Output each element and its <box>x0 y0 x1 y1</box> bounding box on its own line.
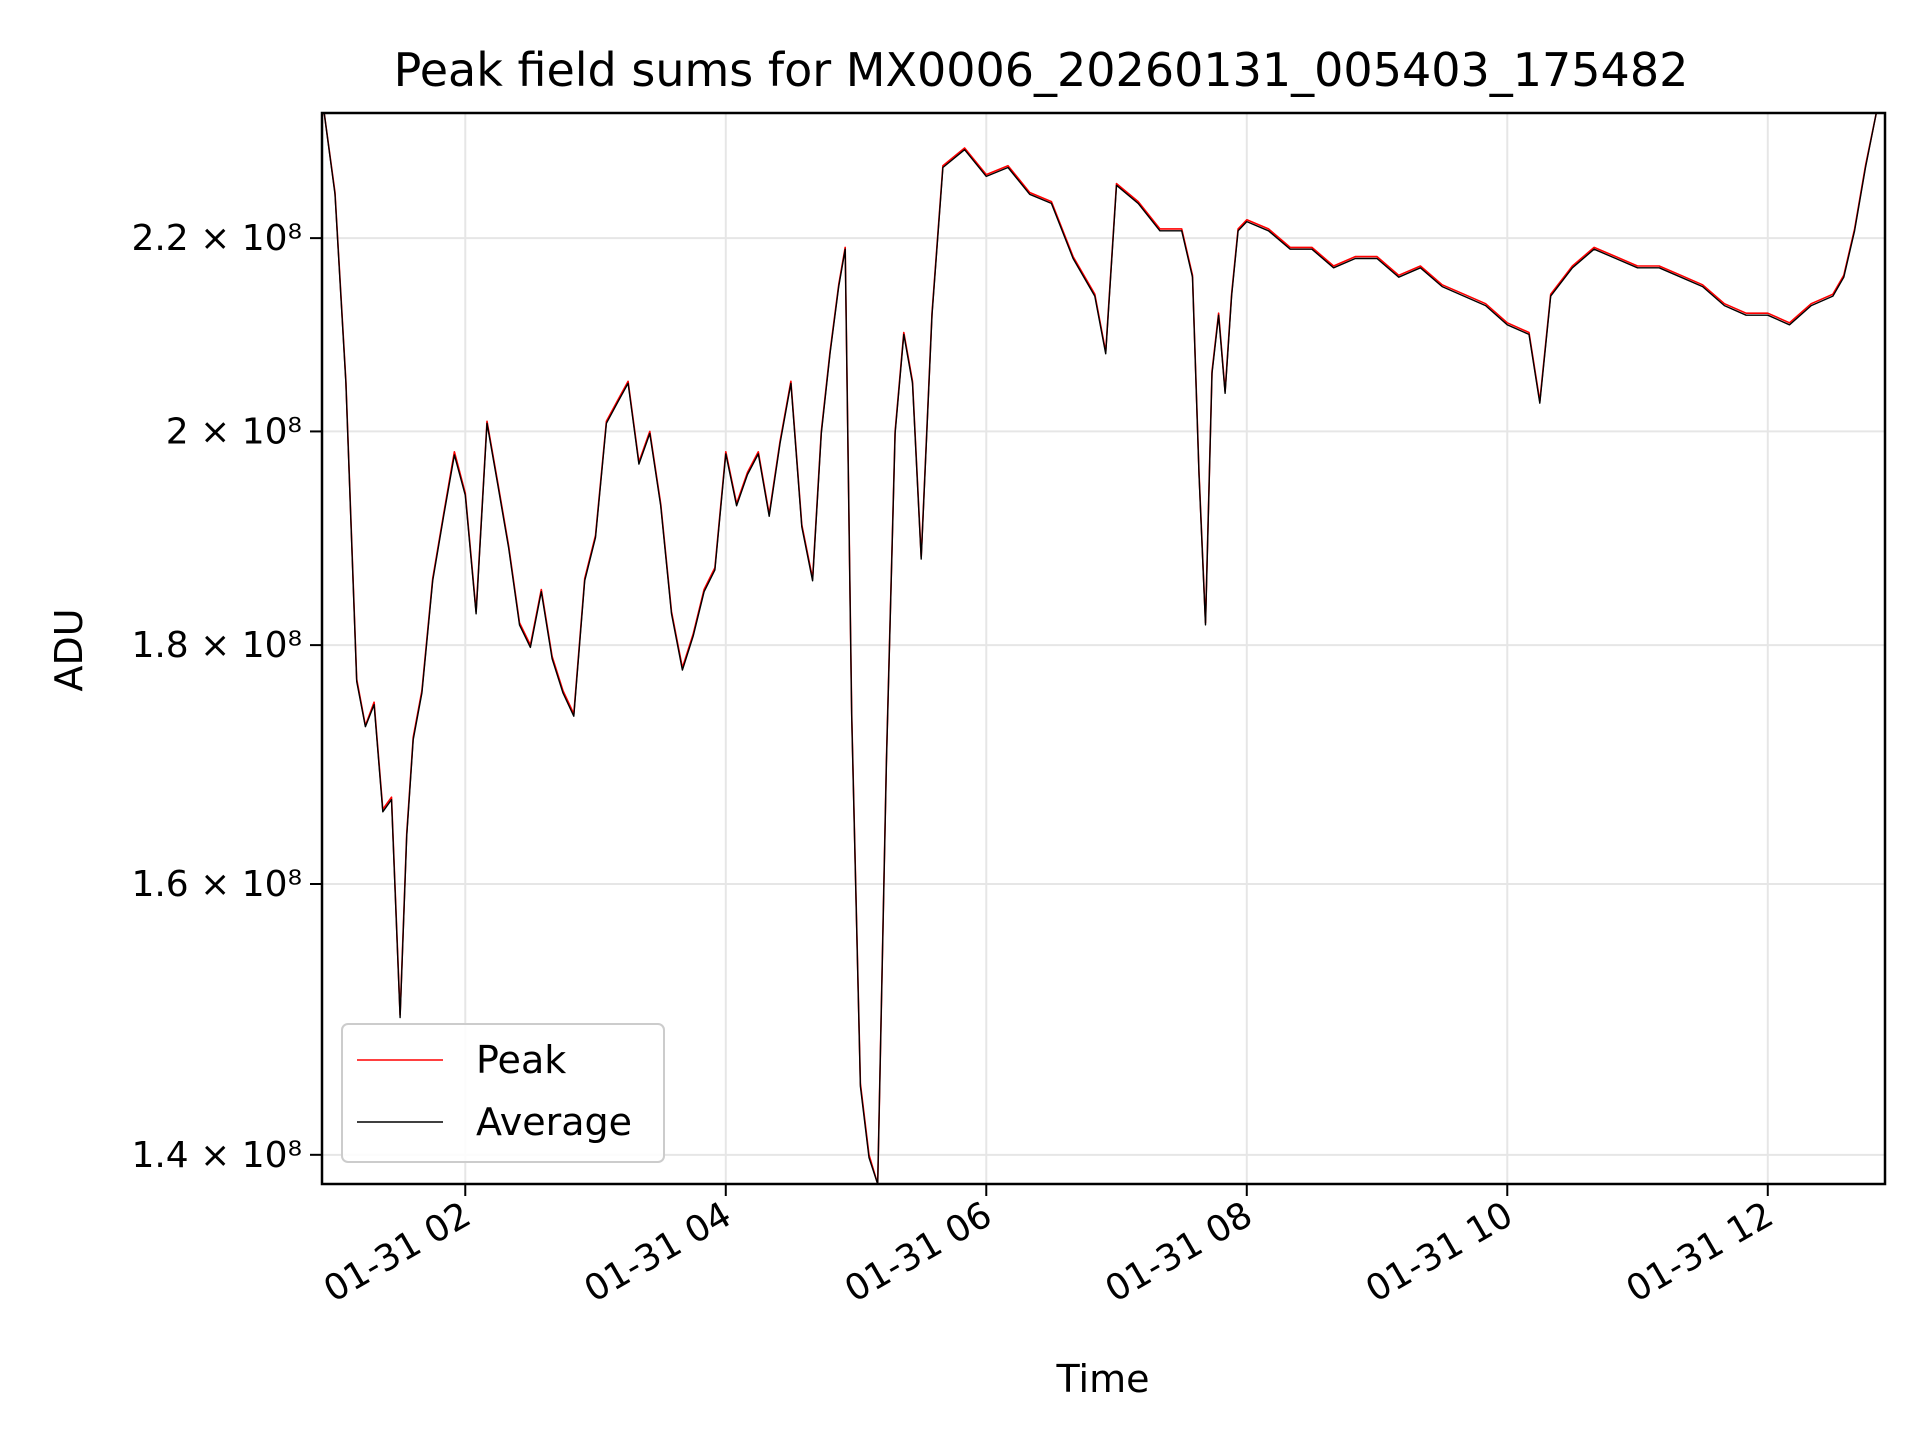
series-line-average <box>323 112 1885 1185</box>
legend-box <box>341 1023 665 1163</box>
legend-label-average: Average <box>476 1100 632 1144</box>
y-tick-label: 1.4 × 10⁸ <box>131 1135 302 1176</box>
chart-title: Peak field sums for MX0006_20260131_0054… <box>394 43 1689 97</box>
grid-layer <box>322 113 1885 1184</box>
y-tick-label: 2.2 × 10⁸ <box>131 218 302 259</box>
y-axis-label: ADU <box>47 608 91 691</box>
x-axis-label: Time <box>1056 1357 1150 1401</box>
y-tick-label: 1.8 × 10⁸ <box>131 625 302 666</box>
legend-label-peak: Peak <box>476 1038 566 1082</box>
y-tick-label: 2 × 10⁸ <box>166 411 302 452</box>
series-layer <box>323 112 1885 1185</box>
legend: Peak Average <box>341 1023 665 1163</box>
plot-frame <box>320 111 1887 1186</box>
y-tick-label: 1.6 × 10⁸ <box>131 864 302 905</box>
y-axis: 1.4 × 10⁸ 1.6 × 10⁸ 1.8 × 10⁸ 2 × 10⁸ 2.2 × … <box>131 218 322 1176</box>
